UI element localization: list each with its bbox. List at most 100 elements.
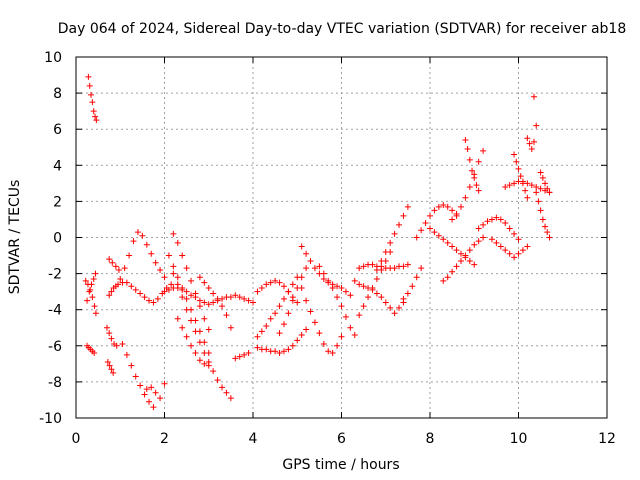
data-point (289, 297, 296, 304)
data-point (307, 308, 314, 315)
data-point (298, 331, 305, 338)
data-point (298, 274, 305, 281)
x-tick-label: 10 (510, 431, 528, 447)
data-point (143, 241, 150, 248)
data-point (210, 290, 217, 297)
data-point (201, 299, 208, 306)
data-point (130, 238, 137, 245)
data-point (106, 292, 113, 299)
data-point (440, 277, 447, 284)
data-point (351, 331, 358, 338)
data-point (497, 216, 504, 223)
data-point (132, 286, 139, 293)
data-point (475, 187, 482, 194)
data-point (141, 391, 148, 398)
y-tick-label: -8 (48, 375, 62, 391)
data-point (179, 324, 186, 331)
data-point (360, 283, 367, 290)
data-point (511, 151, 518, 158)
data-point (245, 297, 252, 304)
data-point (334, 342, 341, 349)
data-point (356, 312, 363, 319)
data-point (108, 288, 115, 295)
data-point (320, 340, 327, 347)
data-point (316, 330, 323, 337)
axis-ticks: 0 2 4 6 8 10 12 -10 -8 -6 -4 -2 0 2 4 6 8 10 (39, 50, 616, 447)
data-point (183, 265, 190, 272)
data-point (254, 344, 261, 351)
data-point (92, 310, 99, 317)
data-point (196, 274, 203, 281)
data-point (174, 239, 181, 246)
data-point (320, 270, 327, 277)
data-point (123, 279, 130, 286)
data-point (205, 350, 212, 357)
data-point (387, 248, 394, 255)
data-point (201, 339, 208, 346)
data-point (219, 303, 226, 310)
data-point (334, 294, 341, 301)
data-point (502, 247, 509, 254)
data-point (519, 180, 526, 187)
data-point (254, 333, 261, 340)
data-point (493, 214, 500, 221)
y-tick-label: -10 (39, 411, 62, 427)
data-point (82, 277, 89, 284)
data-point (347, 324, 354, 331)
data-point (400, 263, 407, 270)
data-point (109, 259, 116, 266)
data-point (141, 294, 148, 301)
data-point (210, 299, 217, 306)
data-point (449, 243, 456, 250)
data-point (174, 274, 181, 281)
data-point (170, 270, 177, 277)
data-point (373, 290, 380, 297)
data-point (515, 165, 522, 172)
data-point (338, 285, 345, 292)
data-point (276, 303, 283, 310)
data-point (457, 203, 464, 210)
data-point (219, 384, 226, 391)
data-point (128, 283, 135, 290)
data-point (272, 310, 279, 317)
y-tick-label: 8 (53, 86, 62, 102)
data-point (134, 229, 141, 236)
data-point (126, 252, 133, 259)
data-point (258, 285, 265, 292)
data-point (464, 146, 471, 153)
chart-title: Day 064 of 2024, Sidereal Day-to-day VTE… (58, 21, 627, 37)
data-point (115, 281, 122, 288)
data-point (201, 360, 208, 367)
data-point (511, 230, 518, 237)
data-point (400, 212, 407, 219)
data-point (168, 281, 175, 288)
data-point (276, 279, 283, 286)
data-point (92, 113, 99, 120)
data-point (214, 377, 221, 384)
data-point (146, 297, 153, 304)
x-tick-label: 4 (249, 431, 258, 447)
data-point (183, 333, 190, 340)
data-point (148, 250, 155, 257)
data-point (91, 303, 98, 310)
data-point (241, 295, 248, 302)
data-point (382, 299, 389, 306)
data-point (427, 225, 433, 232)
data-point (254, 288, 261, 295)
data-point (418, 227, 425, 234)
data-point (457, 257, 464, 264)
data-point (497, 243, 504, 250)
x-tick-label: 2 (160, 431, 169, 447)
data-point (530, 93, 537, 100)
data-point (121, 265, 128, 272)
data-point (542, 180, 549, 187)
data-point (471, 261, 478, 268)
data-point (89, 99, 96, 106)
data-point (338, 333, 345, 340)
data-point (154, 295, 161, 302)
data-point (440, 236, 447, 243)
data-point (533, 183, 540, 190)
data-point (311, 265, 318, 272)
data-point (502, 220, 509, 227)
data-point (267, 279, 274, 286)
